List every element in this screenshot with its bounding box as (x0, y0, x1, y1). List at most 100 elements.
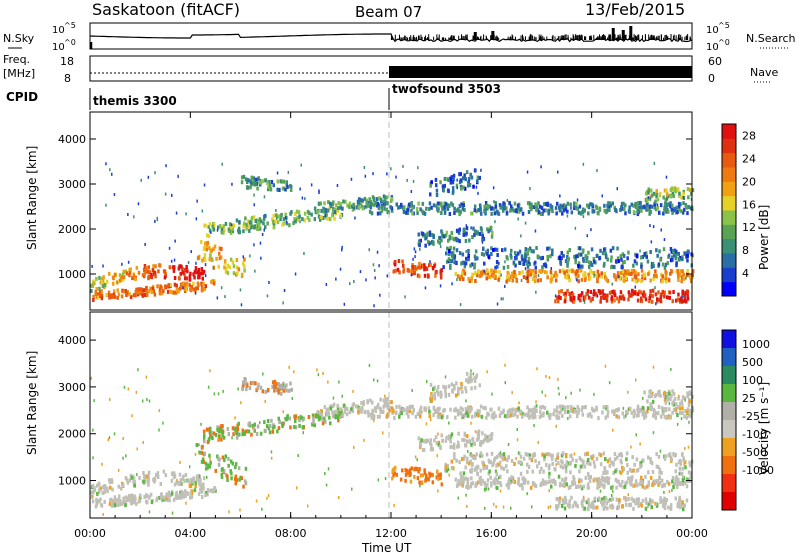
data-cell (376, 201, 379, 206)
data-cell (258, 180, 261, 185)
data-cell (214, 488, 217, 493)
data-cell (479, 442, 483, 447)
data-cell (624, 203, 627, 208)
speckle (596, 169, 598, 173)
data-cell (463, 264, 467, 269)
data-cell (428, 230, 432, 235)
data-cell (346, 203, 349, 208)
data-cell (686, 187, 690, 191)
data-cell (631, 277, 634, 282)
speckle (593, 273, 596, 277)
data-cell (198, 450, 201, 455)
speckle (406, 178, 408, 182)
data-cell (163, 275, 167, 280)
data-cell (630, 288, 634, 293)
data-cell (468, 379, 472, 384)
speckle (304, 197, 306, 201)
speckle (195, 261, 197, 265)
data-cell (520, 254, 524, 259)
data-cell (106, 489, 109, 493)
data-cell (617, 259, 620, 264)
data-cell (474, 483, 477, 488)
data-cell (312, 416, 315, 421)
svg-text:10: 10 (706, 25, 719, 36)
velocity-cbar-tick: -500 (742, 446, 767, 459)
data-cell (651, 399, 655, 404)
data-cell (464, 465, 467, 470)
data-cell (233, 427, 237, 432)
speckle (681, 295, 683, 299)
speckle (156, 218, 159, 222)
speckle (668, 401, 671, 405)
data-cell (560, 504, 564, 508)
data-cell (443, 408, 446, 412)
data-cell (680, 209, 683, 214)
data-cell (457, 409, 460, 414)
data-cell (250, 215, 254, 220)
data-cell (100, 296, 104, 301)
data-cell (431, 233, 434, 237)
data-cell (623, 278, 626, 283)
data-cell (552, 478, 555, 483)
data-cell (252, 380, 256, 385)
data-cell (662, 195, 665, 200)
data-cell (216, 425, 219, 430)
data-cell (685, 479, 688, 484)
data-cell (490, 407, 493, 412)
data-cell (535, 246, 538, 250)
data-cell (510, 248, 513, 253)
data-cell (344, 199, 347, 204)
data-cell (474, 375, 478, 380)
data-cell (561, 404, 565, 409)
data-cell (540, 481, 544, 486)
speckle (395, 175, 397, 179)
data-cell (491, 412, 494, 417)
data-cell (560, 459, 563, 464)
data-cell (341, 412, 345, 417)
speckle (431, 397, 434, 401)
data-cell (686, 410, 689, 415)
data-cell (514, 408, 518, 413)
data-cell (625, 451, 629, 456)
data-cell (547, 475, 551, 480)
data-cell (500, 465, 503, 470)
data-cell (180, 284, 183, 289)
data-cell (604, 496, 608, 501)
data-cell (513, 412, 517, 417)
data-cell (413, 467, 416, 472)
data-cell (393, 416, 396, 421)
data-cell (159, 284, 162, 289)
data-cell (669, 415, 672, 420)
data-cell (146, 479, 149, 484)
data-cell (512, 260, 516, 265)
data-cell (683, 503, 686, 508)
data-cell (460, 385, 464, 390)
data-cell (465, 439, 469, 444)
data-cell (687, 403, 691, 408)
data-cell (608, 463, 612, 468)
speckle (499, 451, 502, 455)
data-cell (402, 205, 406, 210)
data-cell (232, 271, 236, 276)
data-cell (158, 495, 161, 500)
data-cell (570, 210, 574, 215)
data-cell (429, 192, 432, 197)
data-cell (570, 453, 573, 458)
data-cell (490, 206, 494, 211)
data-cell (678, 505, 682, 510)
data-cell (495, 260, 499, 264)
data-cell (178, 472, 182, 477)
data-cell (544, 262, 547, 267)
speckle (481, 240, 484, 244)
speckle (466, 504, 468, 508)
data-cell (522, 456, 526, 461)
data-cell (528, 246, 532, 251)
data-cell (649, 402, 652, 407)
data-cell (579, 484, 582, 489)
data-cell (384, 195, 387, 200)
speckle (665, 175, 668, 179)
data-cell (419, 207, 422, 212)
data-cell (221, 455, 225, 460)
data-cell (591, 456, 594, 461)
data-cell (226, 427, 230, 431)
